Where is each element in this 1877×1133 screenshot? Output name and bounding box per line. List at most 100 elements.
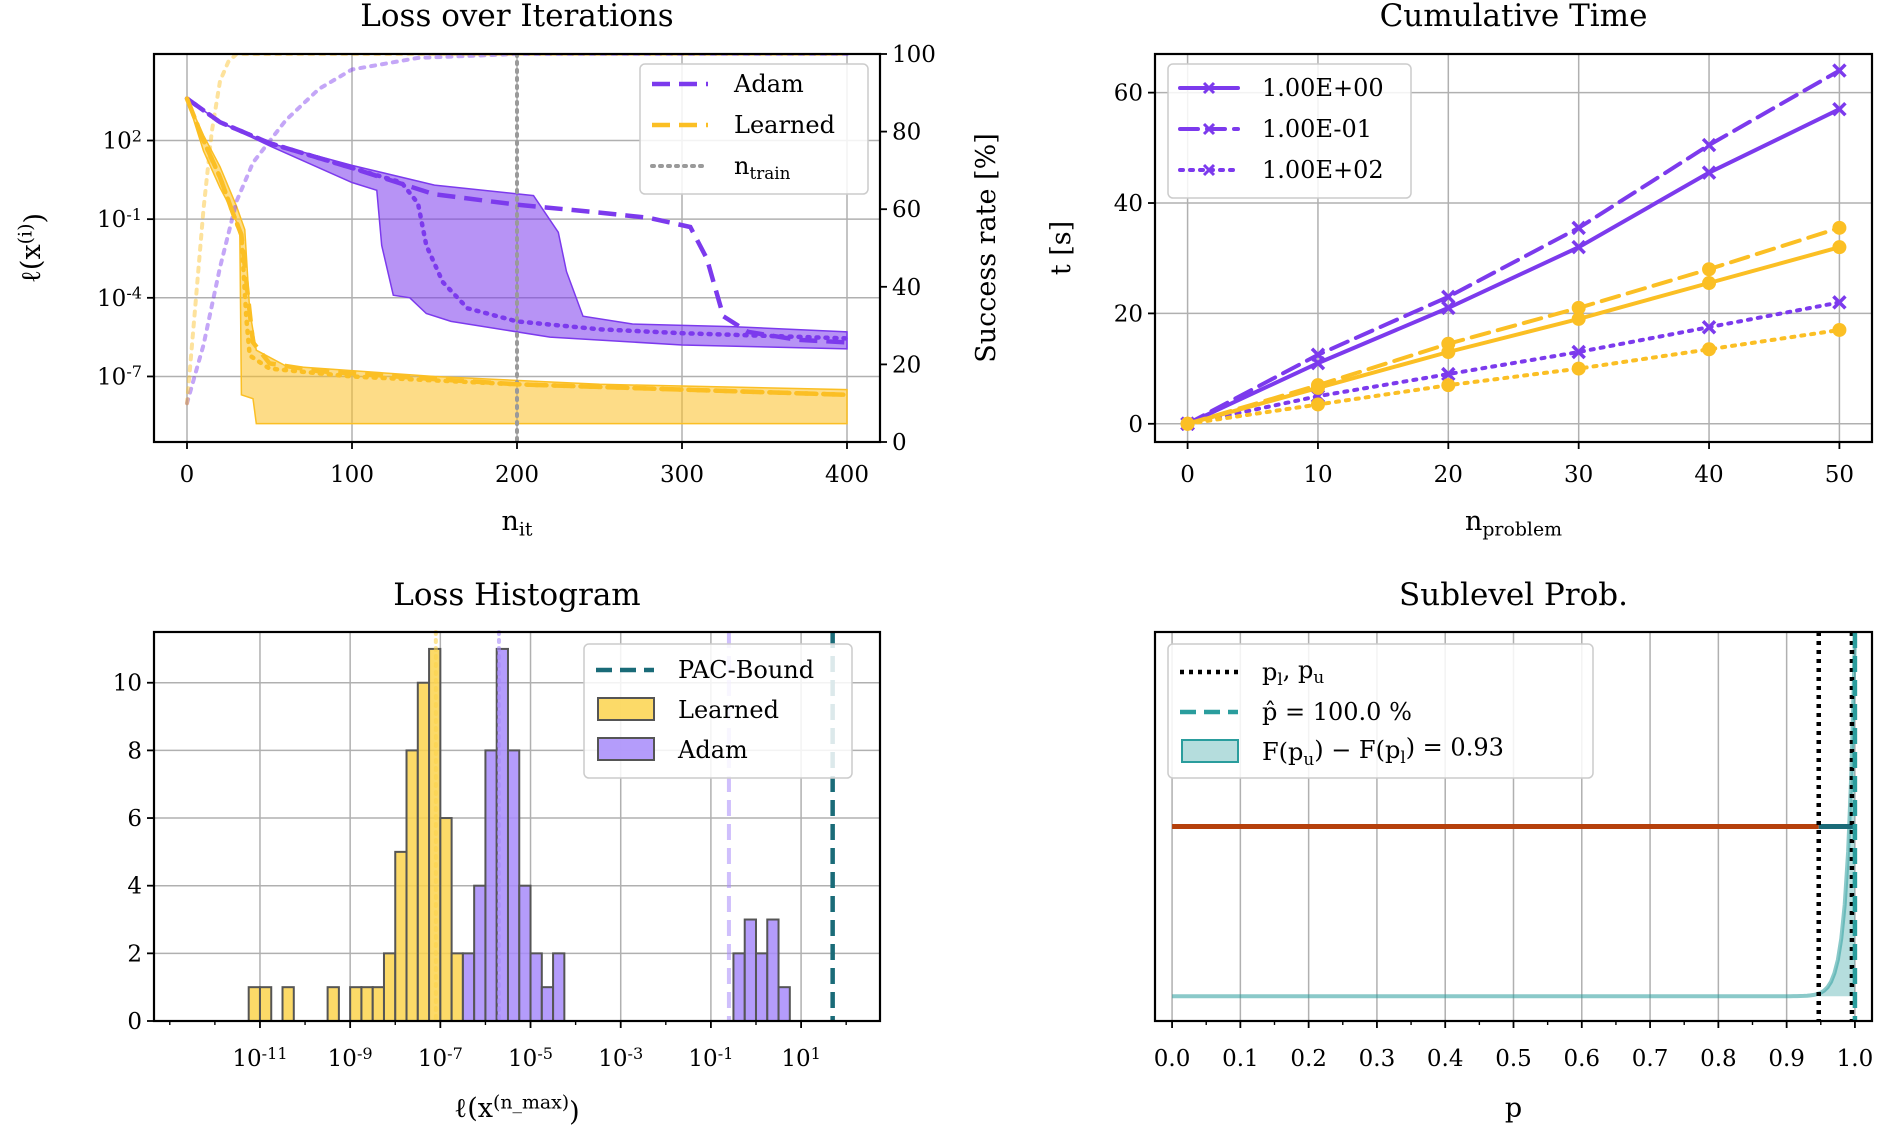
legend-label: F(pu) − F(pl) = 0.93	[1262, 734, 1504, 769]
x-tick-label: 10-3	[598, 1044, 643, 1072]
x-tick-label: 0.8	[1700, 1046, 1737, 1072]
series-5-point	[1441, 378, 1456, 393]
adam-bar	[743, 918, 757, 1022]
y-tick-label: 20	[1114, 301, 1143, 327]
y-tick-label: 10-7	[97, 362, 142, 390]
x-tick-label: 0.1	[1222, 1046, 1259, 1072]
adam-bar	[484, 749, 498, 1022]
legend-label: p̂ = 100.0 %	[1262, 698, 1412, 726]
adam-bar	[777, 986, 791, 1022]
series-4-point	[1441, 336, 1456, 351]
axes-frame	[1153, 52, 1874, 444]
learned-bar	[258, 986, 273, 1022]
y-right-tick-label: 0	[892, 430, 907, 456]
y-right-tick-label: 20	[892, 352, 921, 378]
series-4-line	[1185, 225, 1842, 426]
y-tick-label: 4	[127, 874, 142, 900]
series-2-point	[1441, 366, 1456, 382]
legend-label: 1.00E+02	[1262, 156, 1384, 184]
x-tick-label: 0.6	[1563, 1046, 1600, 1072]
adam-bar	[473, 884, 487, 1023]
series-0-point	[1832, 101, 1847, 117]
x-tick-label: 400	[825, 462, 869, 488]
x-tick-label: 0.2	[1290, 1046, 1327, 1072]
series-1-point	[1701, 137, 1717, 153]
series-4-point	[1571, 300, 1586, 315]
adam-success-rate-line	[185, 54, 849, 406]
y-tick-label: 10-4	[97, 284, 142, 312]
y-tick-label: 40	[1114, 191, 1143, 217]
adam-bar	[552, 952, 566, 1023]
learned-bar	[281, 986, 295, 1022]
x-tick-label: 10-7	[418, 1044, 463, 1072]
series-4-point	[1702, 262, 1717, 277]
axes-frame	[152, 630, 882, 1023]
x-tick-label: 0.7	[1632, 1046, 1669, 1072]
legend-label: 1.00E+00	[1262, 74, 1384, 102]
x-tick-label: 0.9	[1768, 1046, 1805, 1072]
y-right-tick-label: 100	[892, 42, 936, 68]
learned-bar	[371, 986, 385, 1022]
series-0-point	[1701, 165, 1717, 180]
y-axis-label: t [s]	[1046, 221, 1077, 275]
series-5-point	[1702, 342, 1717, 357]
legend-label: PAC-Bound	[678, 656, 814, 684]
series-1-point	[1832, 63, 1847, 78]
series-3-point	[1702, 276, 1717, 291]
y-tick-label: 0	[1128, 412, 1143, 438]
x-tick-label: 20	[1434, 462, 1463, 488]
series-0-point	[1571, 239, 1586, 255]
panel-cumulative-time: 0 10 20 30 40 50 0 20 40 60 Cumulative Time nproble…	[1046, 0, 1874, 541]
series-1-point	[1310, 347, 1326, 363]
chart-title: Loss Histogram	[393, 577, 640, 613]
x-tick-label: 0.3	[1359, 1046, 1396, 1072]
x-tick-label: 1.0	[1837, 1046, 1874, 1072]
legend-box	[1167, 643, 1594, 779]
y-right-tick-label: 40	[892, 275, 921, 301]
y-tick-label: 102	[102, 126, 142, 154]
x-tick-label: 200	[495, 462, 539, 488]
legend-label: Learned	[734, 111, 835, 139]
x-tick-label: 40	[1694, 462, 1723, 488]
series-2-line	[1185, 300, 1842, 426]
x-axis-label: nproblem	[1465, 506, 1562, 541]
adam-bar	[732, 952, 746, 1023]
y-tick-label: 8	[127, 738, 142, 764]
learned-bar	[439, 817, 453, 1022]
y-axis-label: ℓ(x(i))	[14, 213, 50, 283]
x-tick-label: 50	[1825, 462, 1854, 488]
legend-box	[1167, 63, 1412, 199]
learned-bar	[394, 850, 408, 1022]
series-3-point	[1571, 311, 1586, 326]
y-tick-label: 10-1	[97, 205, 142, 233]
legend-marker-2	[1202, 163, 1216, 177]
learned-bar	[360, 986, 374, 1022]
legend-label: Adam	[733, 70, 804, 98]
x-axis-label: nit	[501, 506, 532, 541]
y-tick-label: 2	[127, 941, 142, 967]
x-tick-label: 10	[1303, 462, 1332, 488]
adam-bar	[461, 952, 476, 1023]
series-1-line	[1185, 68, 1842, 426]
x-tick-label: 0.0	[1154, 1046, 1191, 1072]
series-0-line	[1185, 107, 1842, 426]
series-2-point	[1571, 344, 1586, 360]
chart-title: Cumulative Time	[1380, 0, 1648, 34]
y-tick-label: 0	[127, 1009, 142, 1035]
x-tick-label: 300	[660, 462, 704, 488]
x-tick-label: 0	[180, 462, 195, 488]
adam-bar	[518, 884, 532, 1023]
x-tick-label: 10-9	[328, 1044, 373, 1072]
series-3-point	[1832, 240, 1847, 255]
learned-bar	[450, 952, 464, 1023]
series-1-point	[1571, 220, 1586, 236]
learned-success-rate-line	[185, 54, 849, 406]
x-axis-label: ℓ(x(n_max))	[454, 1091, 579, 1127]
legend-label: Adam	[677, 736, 748, 764]
adam-bar	[540, 986, 555, 1022]
x-tick-label: 0	[1180, 462, 1195, 488]
legend-label: 1.00E-01	[1262, 115, 1372, 143]
learned-bar	[405, 749, 419, 1022]
adam-median-line	[185, 96, 848, 345]
